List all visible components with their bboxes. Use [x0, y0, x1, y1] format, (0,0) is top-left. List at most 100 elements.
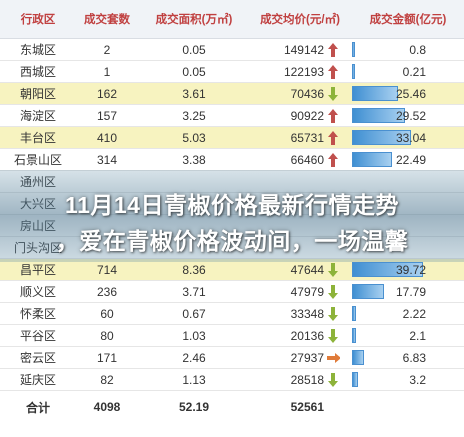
down-trend-icon: [326, 325, 340, 346]
amount-value: 3.2: [409, 372, 426, 387]
amount-bar: [352, 108, 406, 123]
amount-value: 29.52: [395, 108, 426, 123]
amount-value: 0.21: [402, 64, 426, 79]
amount-cell: 22.49: [352, 149, 462, 170]
district-cell: 东城区: [19, 43, 56, 57]
count-cell: 314: [96, 152, 118, 167]
table-header: 行政区 成交套数 成交面积(万㎡) 成交均价(元/㎡) 成交金额(亿元): [0, 0, 464, 39]
down-trend-icon: [326, 83, 340, 104]
down-trend-icon: [326, 281, 340, 302]
amount-cell: 6.83: [352, 347, 462, 368]
amount-bar: [352, 262, 424, 277]
headline-line-2: ，爱在青椒价格波动间，一场温馨: [55, 228, 409, 254]
amount-cell: 3.2: [352, 369, 462, 390]
count-cell: 1: [103, 64, 111, 79]
table-row: 平谷区 80 1.03 20136 2.1: [0, 325, 464, 347]
amount-bar: [352, 130, 412, 145]
amount-value: 0.8: [409, 42, 426, 57]
amount-bar: [352, 284, 385, 299]
amount-cell: 33.04: [352, 127, 462, 148]
table-row: 西城区 1 0.05 122193 0.21: [0, 61, 464, 83]
amount-cell: 29.52: [352, 105, 462, 126]
area-cell: 3.38: [182, 152, 206, 167]
amount-value: 2.22: [402, 306, 426, 321]
area-cell: 0.67: [182, 306, 206, 321]
district-cell: 朝阳区: [19, 87, 56, 101]
price-cell: 122193: [283, 64, 324, 79]
table-row: 昌平区 714 8.36 47644 39.72: [0, 259, 464, 281]
price-cell: 70436: [290, 86, 324, 101]
district-cell: 延庆区: [19, 373, 56, 387]
district-cell: 怀柔区: [19, 307, 56, 321]
district-cell: 密云区: [19, 351, 56, 365]
district-cell: 顺义区: [19, 285, 56, 299]
district-cell: 西城区: [19, 65, 56, 79]
amount-bar: [352, 350, 365, 365]
district-cell: 石景山区: [13, 153, 62, 167]
district-cell: 平谷区: [19, 329, 56, 343]
total-count: 4098: [93, 400, 121, 414]
price-cell: 47644: [290, 262, 324, 277]
district-cell: 丰台区: [19, 131, 56, 145]
count-cell: 80: [100, 328, 114, 343]
amount-bar: [352, 64, 355, 79]
total-row: 合计 4098 52.19 52561: [0, 395, 464, 419]
amount-cell: 25.46: [352, 83, 462, 104]
headline-banner: 11月14日青椒价格最新行情走势 ，爱在青椒价格波动间，一场温馨: [0, 170, 464, 262]
price-cell: 149142: [283, 42, 324, 57]
count-cell: 60: [100, 306, 114, 321]
table-row: 丰台区 410 5.03 65731 33.04: [0, 127, 464, 149]
right-trend-icon: [326, 347, 340, 368]
header-count: 成交套数: [84, 14, 130, 26]
down-trend-icon: [326, 369, 340, 390]
amount-value: 2.1: [409, 328, 426, 343]
amount-bar: [352, 42, 355, 57]
table-row: 延庆区 82 1.13 28518 3.2: [0, 369, 464, 391]
amount-cell: 0.21: [352, 61, 462, 82]
amount-cell: 39.72: [352, 259, 462, 280]
price-cell: 27937: [290, 350, 324, 365]
table-row: 海淀区 157 3.25 90922 29.52: [0, 105, 464, 127]
price-cell: 20136: [290, 328, 324, 343]
count-cell: 714: [96, 262, 118, 277]
header-price: 成交均价(元/㎡): [260, 14, 340, 26]
amount-bar: [352, 86, 398, 101]
district-cell: 海淀区: [19, 109, 56, 123]
area-cell: 2.46: [182, 350, 206, 365]
amount-bar: [352, 328, 356, 343]
amount-value: 33.04: [395, 130, 426, 145]
area-cell: 5.03: [182, 130, 206, 145]
total-area: 52.19: [178, 400, 210, 414]
table-row: 顺义区 236 3.71 47979 17.79: [0, 281, 464, 303]
header-district: 行政区: [20, 14, 56, 26]
price-cell: 33348: [290, 306, 324, 321]
up-trend-icon: [326, 39, 340, 60]
up-trend-icon: [326, 105, 340, 126]
up-trend-icon: [326, 127, 340, 148]
price-cell: 28518: [290, 372, 324, 387]
table-row: 石景山区 314 3.38 66460 22.49: [0, 149, 464, 171]
count-cell: 171: [96, 350, 118, 365]
price-cell: 65731: [290, 130, 324, 145]
area-cell: 3.71: [182, 284, 206, 299]
table-row: 朝阳区 162 3.61 70436 25.46: [0, 83, 464, 105]
area-cell: 3.61: [182, 86, 206, 101]
area-cell: 0.05: [182, 64, 206, 79]
amount-value: 25.46: [395, 86, 426, 101]
amount-value: 22.49: [395, 152, 426, 167]
amount-value: 39.72: [395, 262, 426, 277]
amount-bar: [352, 372, 358, 387]
table-row: 东城区 2 0.05 149142 0.8: [0, 39, 464, 61]
up-trend-icon: [326, 61, 340, 82]
table-row: 密云区 171 2.46 27937 6.83: [0, 347, 464, 369]
amount-bar: [352, 306, 356, 321]
table-row: 怀柔区 60 0.67 33348 2.22: [0, 303, 464, 325]
district-cell: 昌平区: [19, 263, 56, 277]
area-cell: 0.05: [182, 42, 206, 57]
price-cell: 66460: [290, 152, 324, 167]
header-amount: 成交金额(亿元): [369, 14, 447, 26]
price-cell: 47979: [290, 284, 324, 299]
count-cell: 162: [96, 86, 118, 101]
count-cell: 82: [100, 372, 114, 387]
up-trend-icon: [326, 149, 340, 170]
